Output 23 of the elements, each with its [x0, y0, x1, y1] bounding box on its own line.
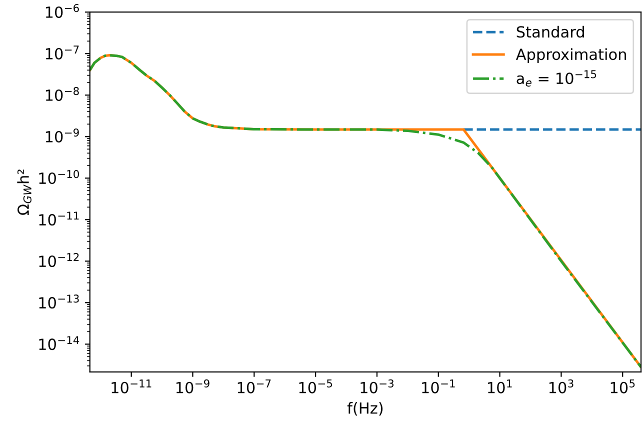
legend-label: Standard — [516, 26, 584, 38]
y-tick-label: 10$^{−9}$ — [46, 128, 79, 143]
x-tick-label: 10$^{−9}$ — [176, 379, 210, 394]
y-tick-label: 10$^{−12}$ — [39, 253, 79, 268]
x-tick-label: 10$^{−5}$ — [299, 380, 332, 394]
y-tick-label: 10$^{−11}$ — [39, 212, 79, 226]
x-tick-label: 10$^{3}$ — [549, 379, 574, 394]
x-tick-label: 10$^{−3}$ — [360, 379, 394, 394]
y-tick-label: 10$^{−10}$ — [39, 170, 79, 184]
y-tick-label: 10$^{−13}$ — [39, 294, 79, 309]
x-tick-label: 10$^{1}$ — [488, 380, 512, 394]
x-axis-title: f(Hz) — [347, 402, 383, 416]
y-axis-title: Ω$_{GW}$h² — [17, 170, 32, 215]
y-tick-label: 10$^{−14}$ — [39, 336, 80, 350]
x-tick-label: 10$^{−7}$ — [238, 380, 271, 394]
x-tick-label: 10$^{−11}$ — [112, 380, 152, 394]
legend-label: a$_{e}$ = 10$^{−15}$ — [516, 70, 596, 87]
y-tick-label: 10$^{−6}$ — [46, 4, 79, 18]
y-tick-label: 10$^{−8}$ — [46, 87, 79, 102]
x-tick-label: 10$^{5}$ — [610, 380, 635, 394]
y-tick-label: 10$^{−7}$ — [46, 46, 79, 60]
legend-label: Approximation — [516, 48, 626, 64]
x-tick-label: 10$^{−1}$ — [422, 380, 455, 394]
